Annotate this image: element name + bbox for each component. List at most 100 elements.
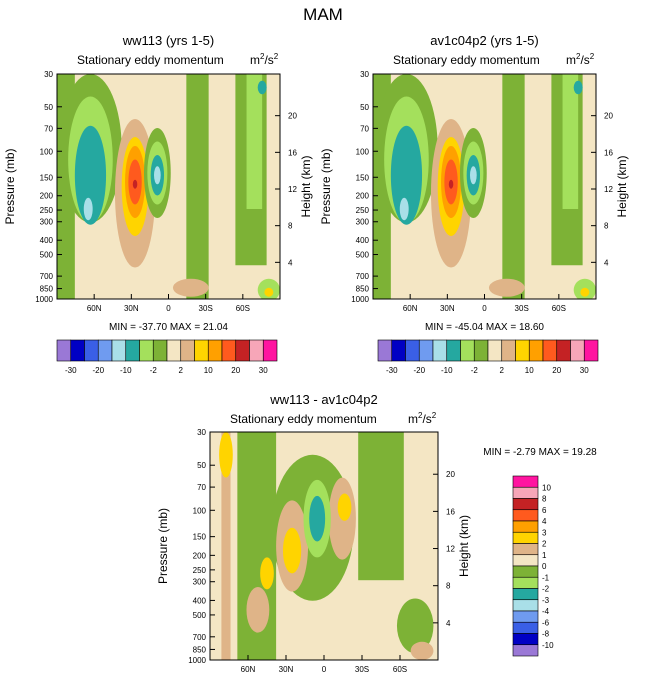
- colorbar-swatch: [570, 339, 585, 362]
- colorbar-swatch: [70, 339, 85, 362]
- colorbar-swatch: [418, 339, 434, 362]
- colorbar-swatch: [512, 543, 539, 556]
- colorbar-label: -2: [150, 366, 158, 375]
- min-max-stats: MIN = -2.79 MAX = 19.28: [483, 447, 597, 458]
- pressure-tick-label: 400: [193, 596, 207, 605]
- colorbar-label: 1: [542, 551, 547, 560]
- colorbar-swatch: [512, 610, 539, 623]
- pressure-tick-label: 200: [193, 551, 207, 560]
- pressure-tick-label: 400: [40, 236, 54, 245]
- colorbar-label: 30: [259, 366, 268, 375]
- contour-band: [186, 74, 209, 299]
- pressure-tick-label: 100: [40, 147, 54, 156]
- colorbar-swatch: [166, 339, 182, 362]
- colorbar-label: -2: [471, 366, 479, 375]
- pressure-tick-label: 200: [356, 192, 370, 201]
- contour-field: [210, 432, 438, 660]
- contour-band: [260, 557, 274, 590]
- colorbar-label: 2: [500, 366, 505, 375]
- pressure-tick-label: 1000: [351, 295, 369, 304]
- y-axis-label: Pressure (mb): [3, 148, 17, 224]
- pressure-tick-label: 500: [356, 251, 370, 260]
- colorbar-swatch: [405, 339, 420, 362]
- contour-band: [410, 641, 434, 660]
- y2-axis-label: Height (km): [457, 515, 471, 577]
- colorbar-swatch: [515, 339, 530, 362]
- contour-band: [358, 432, 404, 581]
- colorbar-label: 20: [552, 366, 561, 375]
- colorbar-label: 4: [542, 517, 547, 526]
- lat-tick-label: 60N: [403, 304, 418, 313]
- height-tick-label: 20: [604, 112, 613, 121]
- pressure-tick-label: 850: [193, 645, 207, 654]
- colorbar-label: -6: [542, 618, 550, 627]
- panel-difference: ww113 - av1c04p2 Stationary eddy momentum…: [156, 392, 597, 674]
- panel-title: ww113 (yrs 1-5): [122, 33, 215, 48]
- colorbar-swatch: [460, 339, 475, 362]
- units-label: m2/s2: [250, 52, 279, 67]
- colorbar-swatch: [501, 339, 516, 362]
- pressure-tick-label: 70: [360, 124, 369, 133]
- height-tick-label: 4: [288, 258, 293, 267]
- colorbar-swatch: [391, 339, 406, 362]
- lat-tick-label: 30S: [515, 304, 529, 313]
- pressure-tick-label: 50: [197, 461, 206, 470]
- colorbar-label: 8: [542, 495, 547, 504]
- colorbar-swatch: [487, 339, 503, 362]
- height-tick-label: 16: [288, 148, 297, 157]
- panel-title: av1c04p2 (yrs 1-5): [430, 33, 538, 48]
- colorbar: -30 -20 -10 -2 2 10 20 30: [377, 339, 599, 375]
- page-title: MAM: [303, 5, 343, 24]
- colorbar-label: 2: [179, 366, 184, 375]
- pressure-tick-label: 70: [44, 124, 53, 133]
- pressure-tick-label: 850: [40, 285, 54, 294]
- lat-tick-label: 60N: [241, 665, 256, 674]
- contour-band: [282, 527, 302, 574]
- contour-band: [580, 287, 590, 297]
- y2-axis-label: Height (km): [299, 155, 313, 217]
- contour-band: [488, 278, 525, 297]
- colorbar-label: 2: [542, 540, 547, 549]
- colorbar-swatch: [512, 498, 539, 511]
- pressure-tick-label: 300: [40, 218, 54, 227]
- colorbar-label: -10: [441, 366, 453, 375]
- pressure-tick-label: 250: [356, 206, 370, 215]
- colorbar-swatch: [512, 475, 539, 488]
- contour-band: [221, 432, 231, 660]
- colorbar-swatch: [139, 339, 154, 362]
- colorbar-swatch: [512, 509, 539, 522]
- pressure-tick-label: 500: [40, 251, 54, 260]
- colorbar-label: -2: [542, 585, 550, 594]
- pressure-tick-label: 250: [40, 206, 54, 215]
- colorbar-label: -20: [413, 366, 425, 375]
- colorbar-label: -3: [542, 596, 550, 605]
- colorbar-label: 3: [542, 528, 547, 537]
- colorbar-label: -30: [65, 366, 77, 375]
- contour-band: [337, 493, 352, 521]
- pressure-tick-label: 50: [360, 103, 369, 112]
- lat-tick-label: 30S: [355, 665, 369, 674]
- colorbar-label: 0: [542, 562, 547, 571]
- y-axis-label: Pressure (mb): [156, 508, 170, 584]
- pressure-tick-label: 150: [40, 173, 54, 182]
- lat-tick-label: 60N: [87, 304, 102, 313]
- colorbar-swatch: [84, 339, 99, 362]
- contour-band: [219, 432, 233, 478]
- pressure-tick-label: 300: [356, 218, 370, 227]
- y2-axis-label: Height (km): [615, 155, 629, 217]
- colorbar-swatch: [56, 339, 72, 362]
- pressure-tick-label: 1000: [188, 656, 206, 665]
- colorbar: -30 -20 -10 -2 2 10 20 30: [56, 339, 278, 375]
- height-tick-label: 4: [604, 258, 609, 267]
- contour-band: [390, 125, 423, 225]
- colorbar-swatch: [583, 339, 599, 362]
- pressure-tick-label: 300: [193, 578, 207, 587]
- colorbar-swatch: [512, 576, 539, 589]
- height-tick-label: 12: [446, 545, 455, 554]
- pressure-tick-label: 850: [356, 285, 370, 294]
- colorbar-label: -30: [386, 366, 398, 375]
- lat-tick-label: 0: [482, 304, 487, 313]
- contour-band: [83, 197, 93, 221]
- colorbar-swatch: [512, 633, 539, 646]
